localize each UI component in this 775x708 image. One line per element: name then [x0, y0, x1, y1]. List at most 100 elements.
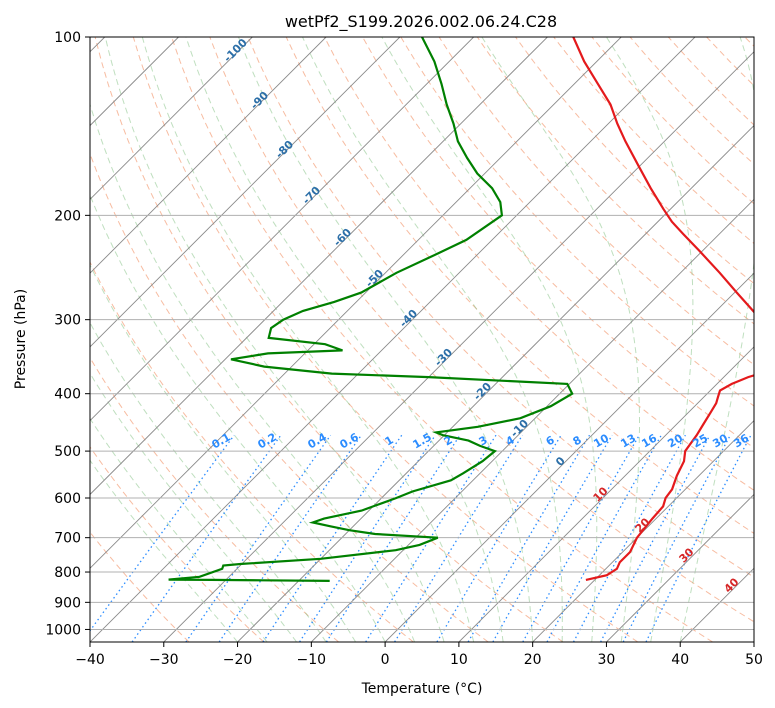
x-tick-label: 10: [450, 652, 468, 668]
dry-adiabat-line: [323, 37, 754, 491]
mixing-ratio-label: 36: [731, 431, 751, 450]
x-tick-label: 0: [381, 652, 390, 668]
isotherm-line: [532, 420, 754, 642]
dry-adiabat-line: [132, 37, 639, 642]
mixing-ratio-line: [436, 434, 562, 642]
x-tick-label: −30: [149, 652, 179, 668]
isotherm-label: -60: [331, 226, 354, 249]
x-tick-label: 20: [524, 652, 542, 668]
y-tick-label: 800: [54, 565, 81, 581]
mixing-ratio-label: 1.5: [411, 430, 434, 451]
isotherm-label: -100: [221, 36, 250, 65]
isotherms: [90, 37, 754, 642]
mixing-ratio-line: [572, 434, 686, 642]
moist-adiabat-line: [302, 37, 563, 642]
x-tick-label: −10: [297, 652, 327, 668]
x-axis-ticks: −40 −30 −20 −10 0 10 20 30 40 50: [75, 642, 763, 668]
isotherm-line: [458, 346, 754, 642]
isotherm-line: [384, 272, 754, 642]
isotherm-line: [90, 37, 548, 496]
mixing-ratio-label: 0.1: [210, 430, 233, 451]
mixing-ratio-line: [645, 434, 752, 642]
dry-adiabat-line: [90, 446, 265, 642]
dry-adiabat-line: [209, 37, 754, 623]
chart-title: wetPf2_S199.2026.002.06.24.C28: [285, 12, 557, 32]
mixing-ratio-label: 13: [618, 432, 638, 451]
mixing-ratio-line: [600, 434, 711, 642]
dry-adiabat-line: [515, 37, 754, 285]
moist-adiabat-line: [679, 37, 754, 642]
dry-adiabat-line: [706, 37, 754, 87]
moist-adiabat-line: [90, 263, 357, 642]
y-axis-ticks: 100 200 300 400 500 600 700 800 900 1000: [45, 30, 90, 638]
moist-adiabat-line: [90, 372, 297, 642]
mixing-ratio-line: [492, 434, 613, 642]
dry-adiabat-line: [744, 37, 754, 47]
theta-label: 40: [722, 575, 742, 595]
dewpoint-profile-line: [168, 37, 574, 582]
x-tick-label: −40: [75, 652, 105, 668]
moist-adiabat-line: [381, 37, 598, 642]
isotherm-line: [90, 37, 327, 274]
y-tick-label: 300: [54, 313, 81, 329]
theta-label: 30: [677, 545, 697, 565]
isotherm-label: -90: [248, 89, 271, 112]
dry-adiabat-line: [94, 37, 564, 642]
moist-adiabat-line: [90, 417, 268, 642]
mixing-ratio-label: 10: [591, 431, 611, 450]
isotherm-line: [753, 641, 754, 642]
theta-label: 20: [633, 515, 653, 535]
isotherm-label: -50: [363, 267, 386, 290]
dry-adiabat-line: [362, 37, 754, 449]
y-tick-label: 100: [54, 30, 81, 46]
x-tick-label: −20: [223, 652, 253, 668]
temperature-profile-line: [572, 37, 754, 581]
y-tick-label: 200: [54, 208, 81, 224]
isotherm-label: -30: [432, 346, 455, 369]
isotherm-line: [163, 51, 754, 642]
isotherm-label: -40: [397, 307, 420, 330]
moist-adiabat-line: [185, 37, 504, 642]
mixing-ratio-line: [522, 434, 640, 642]
y-tick-label: 500: [54, 444, 81, 460]
dry-adiabats: [90, 37, 754, 642]
mixing-ratio-label: 16: [639, 431, 659, 450]
y-tick-label: 600: [54, 491, 81, 507]
moist-adiabat-line: [90, 102, 416, 642]
dry-adiabat-line: [90, 260, 414, 642]
plot-frame: [89, 36, 755, 643]
dry-adiabat-line: [553, 37, 754, 245]
isotherm-line: [90, 37, 696, 642]
y-tick-label: 700: [54, 531, 81, 547]
mixing-ratio-label: 0.4: [306, 430, 330, 451]
moist-adiabat-line: [90, 321, 327, 642]
isotherm-line: [90, 37, 401, 348]
moist-adiabat-line: [90, 193, 386, 642]
dry-adiabat-line: [629, 37, 754, 165]
mixing-ratio-label: 6: [544, 433, 557, 448]
sounding-profiles: [168, 37, 754, 582]
dry-adiabat-line: [247, 37, 754, 578]
moist-adiabat-line: [104, 37, 445, 642]
isotherm-line: [237, 124, 754, 642]
mixing-ratio-label: 2: [442, 433, 455, 448]
x-tick-label: 30: [598, 652, 616, 668]
mixing-ratio-line: [546, 434, 662, 642]
isotherm-label: -20: [471, 380, 494, 403]
dry-adiabat-line: [285, 37, 754, 535]
isotherm-line: [90, 37, 474, 422]
isotherm-label: -70: [300, 184, 323, 207]
pressure-gridlines: [90, 37, 754, 630]
x-axis-label: Temperature (°C): [361, 681, 483, 697]
y-tick-label: 400: [54, 387, 81, 403]
y-tick-label: 1000: [45, 622, 81, 638]
theta-label: 10: [591, 484, 611, 504]
y-axis-label: Pressure (hPa): [13, 289, 29, 389]
dry-adiabat-line: [438, 37, 754, 366]
isotherm-line: [90, 37, 253, 200]
moist-adiabat-line: [90, 459, 238, 642]
mixing-ratio-label: 20: [665, 431, 685, 450]
mixing-ratio-line: [467, 434, 591, 642]
dry-adiabat-line: [171, 37, 713, 642]
